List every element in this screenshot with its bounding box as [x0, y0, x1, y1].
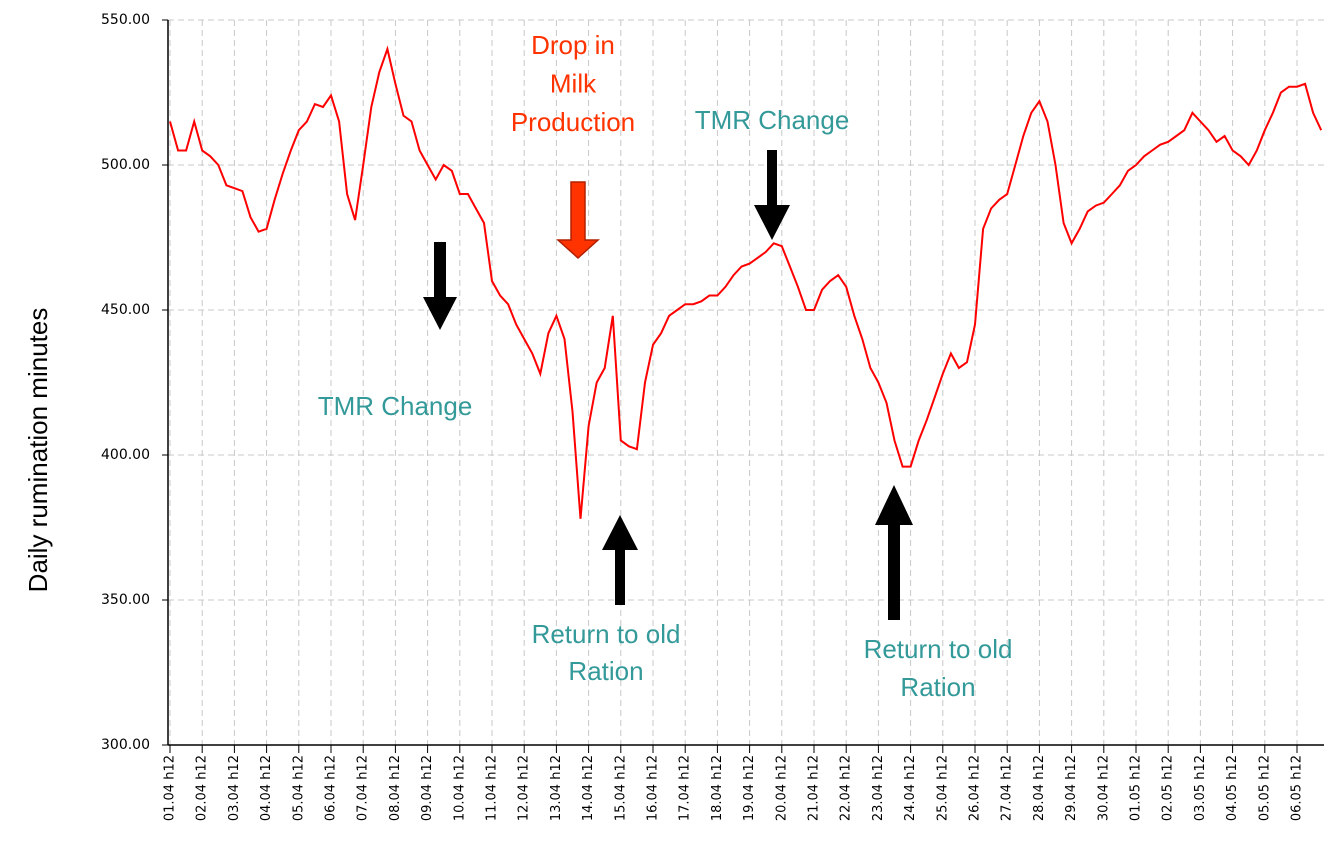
data-line — [169, 45, 1323, 519]
x-tick-label: 24.04 h12 — [903, 755, 918, 821]
x-tick-label: 18.04 h12 — [710, 755, 725, 821]
y-tick-label: 400.00 — [101, 447, 150, 463]
arrow — [875, 485, 913, 620]
x-tick-label: 28.04 h12 — [1032, 755, 1047, 821]
y-tick-label: 350.00 — [101, 592, 150, 608]
x-tick-label: 13.04 h12 — [549, 755, 564, 821]
x-tick-label: 07.04 h12 — [356, 755, 371, 821]
x-tick-label: 16.04 h12 — [646, 755, 661, 821]
x-tick-label: 02.05 h12 — [1161, 755, 1176, 821]
x-tick-label: 25.04 h12 — [935, 755, 950, 821]
x-tick-label: 12.04 h12 — [517, 755, 532, 821]
y-tick-label: 300.00 — [101, 737, 150, 753]
x-tick-label: 17.04 h12 — [678, 755, 693, 821]
x-tick-label: 15.04 h12 — [613, 755, 628, 821]
x-tick-label: 04.04 h12 — [259, 755, 274, 821]
annotation: TMR Change — [318, 391, 473, 421]
x-tick-label: 26.04 h12 — [968, 755, 983, 821]
x-tick-label: 10.04 h12 — [452, 755, 467, 821]
x-tick-label: 21.04 h12 — [807, 755, 822, 821]
annotation: Ration — [900, 672, 975, 702]
x-tick-label: 14.04 h12 — [581, 755, 596, 821]
x-tick-label: 30.04 h12 — [1096, 755, 1111, 821]
plot — [169, 45, 1323, 519]
x-tick-label: 03.05 h12 — [1193, 755, 1208, 821]
annotation: Milk — [550, 68, 597, 98]
x-tick-label: 04.05 h12 — [1225, 755, 1240, 821]
x-tick-label: 11.04 h12 — [485, 755, 500, 821]
annotation: Return to old — [864, 634, 1013, 664]
annotation: TMR Change — [695, 105, 850, 135]
arrow — [602, 515, 638, 605]
arrow — [423, 242, 457, 330]
annotations: Drop in Milk Production TMR Change TMR Chang… — [318, 30, 1013, 702]
annotation: Drop in — [531, 30, 615, 60]
y-tick-label: 500.00 — [101, 157, 150, 173]
x-tick-label: 09.04 h12 — [420, 755, 435, 821]
x-tick-label: 23.04 h12 — [871, 755, 886, 821]
annotation: Production — [511, 107, 635, 137]
grid: 300.00 350.00 400.00 450.00 500.00 550.00 01.0… — [101, 12, 1324, 821]
annotation: Return to old — [532, 619, 681, 649]
annotation: Ration — [568, 656, 643, 686]
x-tick-label: 05.04 h12 — [291, 755, 306, 821]
x-tick-label: 06.04 h12 — [324, 755, 339, 821]
x-tick-label: 01.05 h12 — [1129, 755, 1144, 821]
x-tick-label: 22.04 h12 — [839, 755, 854, 821]
y-tick-label: 550.00 — [101, 12, 150, 28]
arrow — [556, 181, 600, 260]
x-tick-label: 03.04 h12 — [227, 755, 242, 821]
x-tick-label: 29.04 h12 — [1064, 755, 1079, 821]
x-tick-label: 05.05 h12 — [1257, 755, 1272, 821]
x-tick-label: 27.04 h12 — [1000, 755, 1015, 821]
x-tick-label: 19.04 h12 — [742, 755, 757, 821]
x-tick-label: 20.04 h12 — [774, 755, 789, 821]
y-tick-label: 450.00 — [101, 302, 150, 318]
y-axis-label: Daily rumination minutes — [23, 308, 53, 593]
x-tick-label: 02.04 h12 — [195, 755, 210, 821]
x-tick-label: 01.04 h12 — [163, 755, 178, 821]
x-tick-label: 06.05 h12 — [1290, 755, 1305, 821]
x-tick-label: 08.04 h12 — [388, 755, 403, 821]
arrow — [754, 150, 790, 240]
